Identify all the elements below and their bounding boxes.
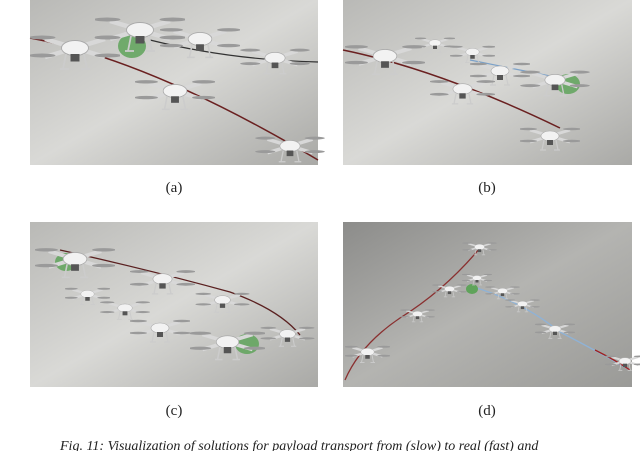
- panel-b: [342, 0, 632, 165]
- panel-a: [29, 0, 325, 165]
- panel-label: (d): [478, 403, 496, 419]
- figure-caption: Fig. 11: Visualization of solutions for …: [59, 439, 539, 451]
- panel-d: [343, 222, 640, 387]
- panel-label: (b): [478, 180, 496, 196]
- panel-label: (a): [166, 180, 183, 196]
- panel-label: (c): [166, 403, 183, 419]
- panel-c: [30, 222, 318, 387]
